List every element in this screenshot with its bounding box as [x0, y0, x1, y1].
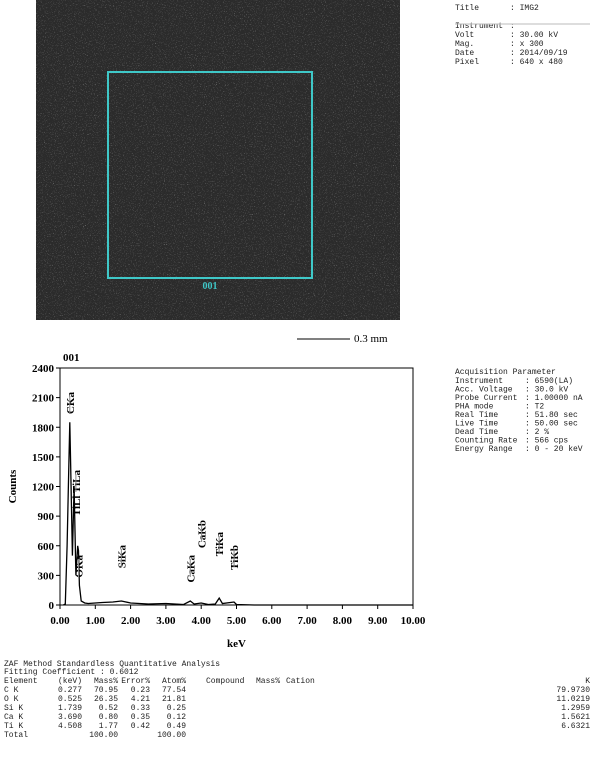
table-cell: C K [4, 686, 19, 695]
info-key: Date [455, 49, 474, 58]
table-cell: 0.23 [131, 686, 150, 695]
table-cell: 79.9730 [556, 686, 590, 695]
y-tick-label: 0 [49, 600, 55, 612]
table-cell: 26.35 [94, 695, 118, 704]
table-header: (keV) [58, 677, 82, 686]
table-cell: 6.6321 [561, 722, 590, 731]
table-cell: Ca K [4, 713, 23, 722]
y-tick-label: 2400 [32, 363, 55, 375]
table-cell: 0.525 [58, 695, 82, 704]
table-cell: 3.690 [58, 713, 82, 722]
x-tick-label: 4.00 [192, 615, 212, 627]
peak-label: TiKb [229, 545, 241, 570]
info-value: : IMG2 [510, 4, 539, 13]
table-cell: 0.49 [167, 722, 186, 731]
x-tick-label: 9.00 [368, 615, 388, 627]
info-value: : 640 x 480 [510, 58, 563, 67]
table-cell: Si K [4, 704, 23, 713]
roi-label: 001 [203, 281, 218, 292]
info-key: Title [455, 4, 479, 13]
info-value: : [510, 22, 515, 31]
table-header: Element [4, 677, 38, 686]
x-tick-label: 10.00 [401, 615, 426, 627]
x-tick-label: 7.00 [297, 615, 317, 627]
info-key: Mag. [455, 40, 474, 49]
acq-title: Acquisition Parameter [455, 368, 556, 377]
peak-label: CaKa [185, 555, 197, 583]
info-key: Instrument [455, 22, 503, 31]
peak-label: CKa [65, 392, 77, 415]
table-total: 100.00 [157, 731, 186, 740]
info-key: Pixel [455, 58, 479, 67]
table-cell: 21.81 [162, 695, 186, 704]
peak-label: OKa [74, 555, 86, 578]
table-cell: 0.52 [99, 704, 118, 713]
x-axis-label: keV [227, 638, 246, 650]
table-cell: 0.277 [58, 686, 82, 695]
x-tick-label: 1.00 [86, 615, 106, 627]
table-header: Compound [206, 677, 245, 686]
peak-label: SiKa [116, 545, 128, 569]
table-cell: 1.5621 [561, 713, 590, 722]
peak-label: TiKa [214, 532, 226, 557]
table-cell: 4.508 [58, 722, 82, 731]
x-tick-label: 6.00 [262, 615, 282, 627]
report: 001 0.3 mm Title : IMG2 Instrument: Volt : 3… [0, 0, 601, 760]
table-cell: 0.42 [131, 722, 150, 731]
table-cell: 70.95 [94, 686, 118, 695]
info-value: : x 300 [510, 40, 544, 49]
table-cell: 0.33 [131, 704, 150, 713]
acq-key: Energy Range [455, 445, 513, 454]
spectrum-line [64, 422, 414, 605]
table-header: Atom% [162, 677, 186, 686]
peak-label: TiLl TiLa [71, 470, 83, 517]
page: 001 0.3 mm Title : IMG2 Instrument: Volt : 3… [0, 0, 601, 760]
table-cell: 1.739 [58, 704, 82, 713]
x-tick-label: 0.00 [50, 615, 70, 627]
table-cell: Ti K [4, 722, 23, 731]
table-cell: 0.80 [99, 713, 118, 722]
y-tick-label: 2100 [32, 393, 55, 405]
table-cell: 0.25 [167, 704, 186, 713]
table-cell: 1.2959 [561, 704, 590, 713]
table-header: K [585, 677, 590, 686]
table-cell: O K [4, 695, 19, 704]
y-axis-label: Counts [7, 469, 19, 503]
info-value: : 2014/09/19 [510, 49, 568, 58]
fitting: Fitting Coefficient : 0.6012 [4, 668, 139, 677]
info-key: Volt [455, 31, 474, 40]
y-tick-label: 1500 [32, 452, 55, 464]
y-tick-label: 1200 [32, 482, 55, 494]
table-total: Total [4, 731, 28, 740]
y-tick-label: 600 [38, 541, 55, 553]
chart-title: 001 [63, 352, 80, 364]
table-cell: 1.77 [99, 722, 118, 731]
table-cell: 77.54 [162, 686, 186, 695]
quant-table: ZAF Method Standardless Quantitative Ana… [4, 660, 590, 740]
info-value: : 30.00 kV [510, 31, 558, 40]
y-tick-label: 900 [38, 511, 55, 523]
acq-value: : 0 - 20 keV [525, 445, 583, 454]
x-tick-label: 3.00 [156, 615, 176, 627]
sem-image: 001 [36, 0, 400, 320]
table-header: Mass% [94, 677, 118, 686]
y-tick-label: 300 [38, 570, 55, 582]
scale-label: 0.3 mm [354, 333, 388, 345]
x-tick-label: 5.00 [227, 615, 247, 627]
table-header: Mass% [256, 677, 280, 686]
table-cell: 11.0219 [556, 695, 590, 704]
peak-label: CaKb [197, 520, 209, 548]
info-block: Title : IMG2 Instrument: Volt : 30.00 kV Mag.… [455, 4, 590, 67]
spectrum-chart: 001 Counts keV 0 300 600 900 1200 1500 1800 2100 24… [7, 352, 426, 650]
y-tick-label: 1800 [32, 422, 55, 434]
x-tick-label: 8.00 [333, 615, 353, 627]
table-header: Error% [121, 677, 150, 686]
table-cell: 0.35 [131, 713, 150, 722]
table-header: Cation [286, 677, 315, 686]
table-cell: 4.21 [131, 695, 150, 704]
table-cell: 0.12 [167, 713, 186, 722]
table-total: 100.00 [89, 731, 118, 740]
x-tick-label: 2.00 [121, 615, 141, 627]
